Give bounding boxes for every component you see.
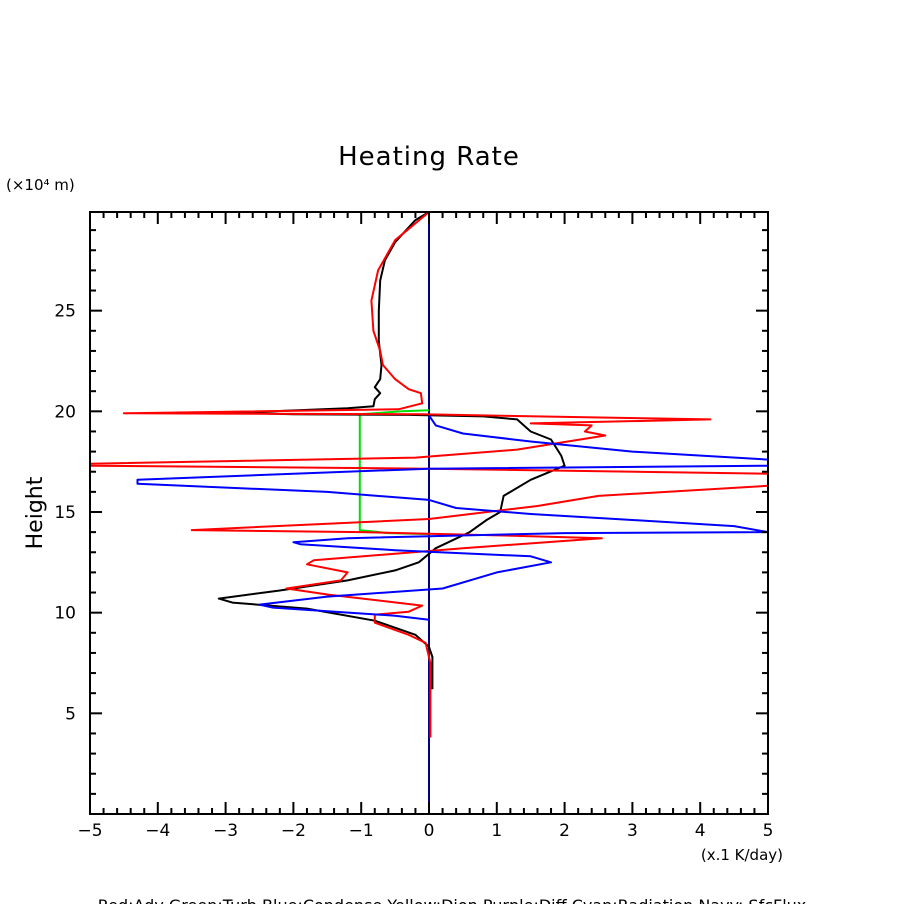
x-tick-labels: −5 −4 −3 −2 −1 0 1 2 3 4 5 [77, 821, 773, 841]
x-tick-label: 2 [559, 821, 570, 841]
x-tick-label: −5 [77, 821, 102, 841]
x-tick-label: −2 [281, 821, 306, 841]
y-unit-label: (×10⁴ m) [6, 176, 75, 194]
y-tick-labels: 5 10 15 20 25 [54, 302, 76, 725]
y-tick-label: 5 [65, 704, 76, 724]
x-axis-label: (x.1 K/day) [701, 846, 783, 864]
x-tick-label: 4 [695, 821, 706, 841]
x-tick-label: 5 [763, 821, 774, 841]
x-tick-label: −3 [213, 821, 238, 841]
x-tick-label: 3 [627, 821, 638, 841]
ticks-layer [89, 212, 769, 814]
x-tick-label: −1 [349, 821, 374, 841]
series-line-blue-condense [136, 414, 769, 621]
series-line-green-turb [358, 409, 430, 536]
x-tick-label: −4 [145, 821, 170, 841]
legend-text: Red:Adv Green:Turb Blue:Condense Yellow:… [98, 896, 807, 904]
y-axis-label: Height [23, 476, 48, 549]
chart-title: Heating Rate [338, 142, 520, 172]
y-tick-label: 20 [54, 402, 76, 422]
curves-layer [89, 211, 769, 814]
y-tick-label: 10 [54, 604, 76, 624]
y-tick-label: 15 [54, 503, 76, 523]
y-tick-label: 25 [54, 302, 76, 322]
x-tick-label: 1 [491, 821, 502, 841]
x-tick-label: 0 [424, 821, 435, 841]
series-line-black-total [217, 211, 566, 690]
